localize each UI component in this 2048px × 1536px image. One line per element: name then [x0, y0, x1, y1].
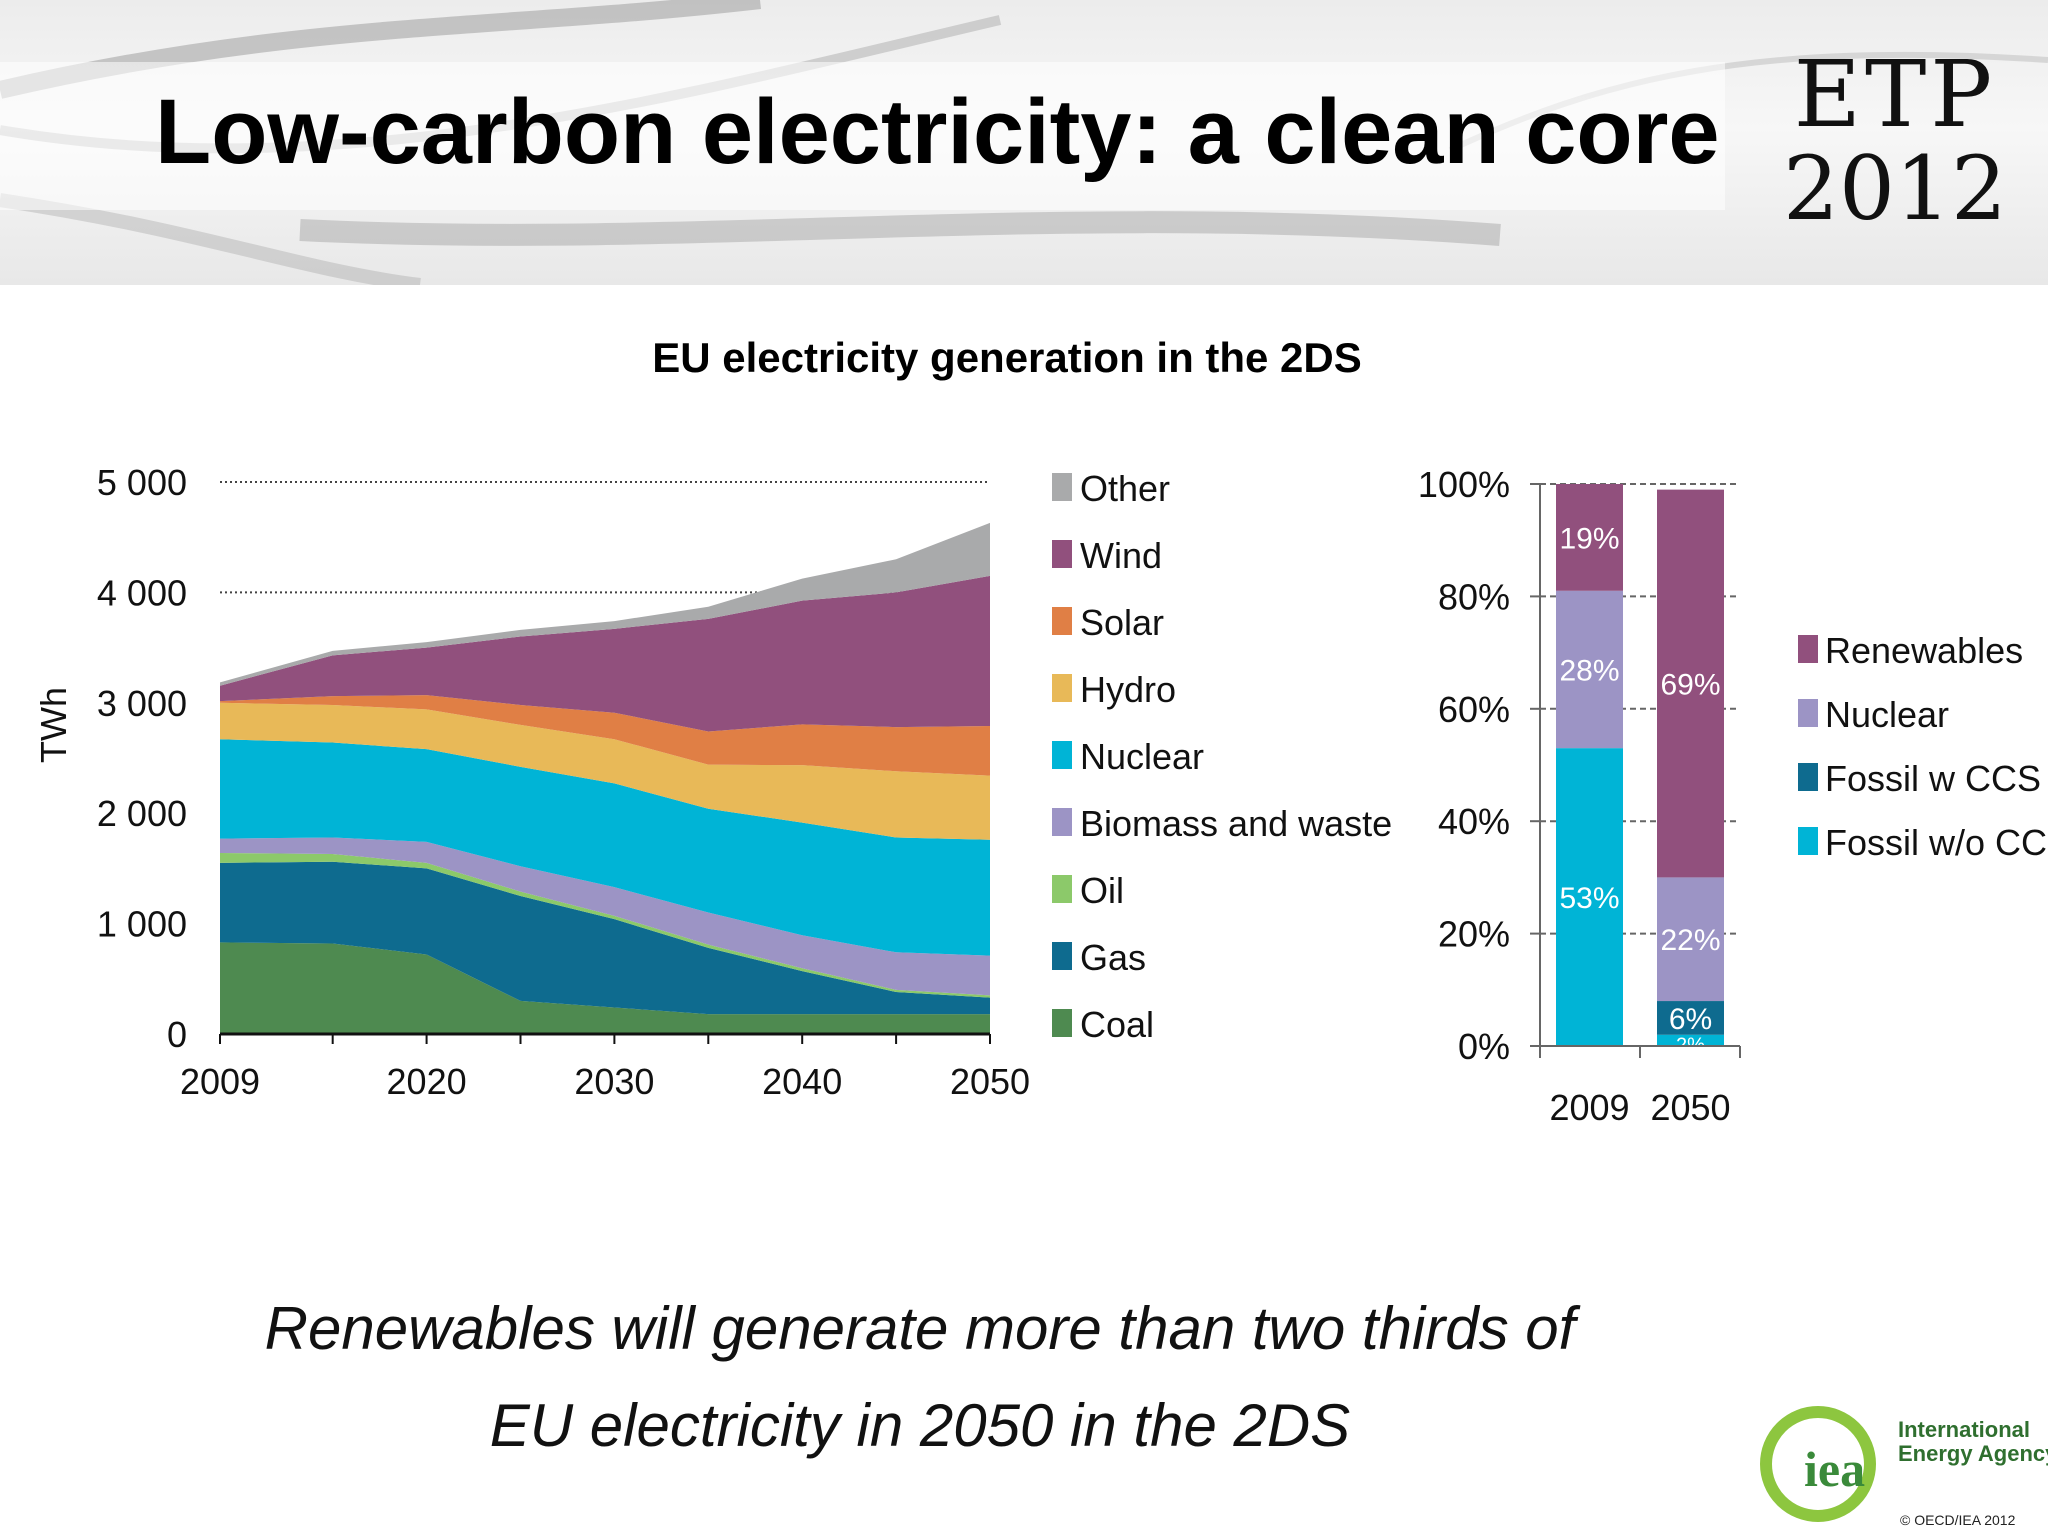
iea-logo: iea International Energy Agency [1760, 1406, 2048, 1522]
legend-swatch-solar [1052, 607, 1072, 635]
data-label: 19% [1559, 522, 1619, 555]
bar-segment-nuclear [1657, 877, 1724, 1002]
legend-swatch-gas [1052, 942, 1072, 970]
area-wind [220, 575, 990, 732]
data-label: 6% [1669, 1003, 1712, 1036]
legend-label-fossil-w-o-ccs: Fossil w/o CCS [1825, 822, 2048, 863]
legend-swatch-nuclear [1052, 741, 1072, 769]
legend-label-solar: Solar [1080, 602, 1164, 643]
legend-label-oil: Oil [1080, 870, 1124, 911]
legend-swatch-fossil-w-ccs [1798, 763, 1818, 791]
iea-mark: iea [1804, 1441, 1865, 1497]
bar-segment-renewables [1657, 489, 1724, 878]
bar-segment-fossil-w-ccs [1657, 1001, 1724, 1035]
bar-segment-renewables [1556, 484, 1623, 591]
copyright-notice: © OECD/IEA 2012 [1900, 1512, 2016, 1528]
y-axis-label: TWh [33, 687, 74, 763]
y-tick-label: 100% [1418, 464, 1510, 505]
caption-line-1: Renewables will generate more than two t… [264, 1295, 1576, 1362]
slide-caption: Renewables will generate more than two t… [0, 1280, 1840, 1474]
data-label: 69% [1660, 669, 1720, 702]
x-tick-label: 2009 [180, 1061, 260, 1102]
legend-swatch-fossil-w-o-ccs [1798, 827, 1818, 855]
y-tick-label: 80% [1438, 576, 1510, 617]
logo-line-etp: ETP [1793, 41, 1997, 148]
area-other [220, 522, 990, 686]
charts-canvas: 2009 2020 2030 2040 2050 0 1 000 2 000 3 000 4 00… [33, 462, 2048, 1128]
chart-heading: EU electricity generation in the 2DS [652, 334, 1362, 381]
x-tick-label: 2030 [574, 1061, 654, 1102]
legend-label-nuclear: Nuclear [1825, 694, 1949, 735]
logo-line-year: 2012 [1783, 137, 2007, 240]
iea-name-line-1: International [1898, 1417, 2030, 1442]
y-tick-label: 60% [1438, 689, 1510, 730]
bar-segment-fossil-w-o-ccs [1657, 1034, 1724, 1046]
x-tick-label: 2020 [387, 1061, 467, 1102]
caption-line-2: EU electricity in 2050 in the 2DS [489, 1392, 1351, 1459]
y-tick-label: 20% [1438, 914, 1510, 955]
stacked-bar-chart: 0%20%40%60%80%100%53%28%19%20092%6%22%69… [1418, 464, 2048, 1128]
iea-name-line-2: Energy Agency [1898, 1441, 2048, 1466]
bar-segment-fossil-w-o-ccs [1556, 748, 1623, 1046]
legend-label-other: Other [1080, 468, 1170, 509]
legend-label-hydro: Hydro [1080, 669, 1176, 710]
y-tick-label: 0 [167, 1014, 187, 1055]
y-tick-label: 5 000 [97, 462, 187, 503]
slide-title: Low-carbon electricity: a clean core [155, 81, 1720, 183]
area-coal [220, 942, 990, 1034]
legend-label-coal: Coal [1080, 1004, 1154, 1045]
x-tick-label: 2050 [950, 1061, 1030, 1102]
legend-label-gas: Gas [1080, 937, 1146, 978]
legend-swatch-oil [1052, 875, 1072, 903]
area-nuclear [220, 739, 990, 956]
data-label: 28% [1559, 654, 1619, 687]
legend-swatch-renewables [1798, 635, 1818, 663]
legend-label-biomass-and-waste: Biomass and waste [1080, 803, 1392, 844]
bar-segment-nuclear [1556, 590, 1623, 749]
legend-label-nuclear: Nuclear [1080, 736, 1204, 777]
x-tick-label: 2050 [1650, 1087, 1730, 1128]
x-tick-label: 2040 [762, 1061, 842, 1102]
area-biomass-and-waste [220, 837, 990, 996]
y-tick-label: 0% [1458, 1026, 1510, 1067]
y-tick-label: 2 000 [97, 793, 187, 834]
legend-label-renewables: Renewables [1825, 630, 2023, 671]
legend-swatch-biomass-and-waste [1052, 808, 1072, 836]
slide-title-box: Low-carbon electricity: a clean core [0, 62, 1725, 210]
legend-swatch-nuclear [1798, 699, 1818, 727]
legend-swatch-other [1052, 473, 1072, 501]
header-banner: Low-carbon electricity: a clean core ETP… [0, 0, 2048, 285]
area-chart: 2009 2020 2030 2040 2050 0 1 000 2 000 3 000 4 00… [33, 462, 1392, 1102]
y-tick-label: 4 000 [97, 572, 187, 613]
area-gas [220, 861, 990, 1015]
data-label: 22% [1660, 924, 1720, 957]
area-solar [220, 695, 990, 776]
y-tick-label: 40% [1438, 801, 1510, 842]
legend-swatch-coal [1052, 1009, 1072, 1037]
etp-2012-logo: ETP 2012 [1780, 48, 2010, 236]
y-tick-label: 1 000 [97, 904, 187, 945]
data-label: 53% [1559, 882, 1619, 915]
legend-label-fossil-w-ccs: Fossil w CCS [1825, 758, 2041, 799]
x-tick-label: 2009 [1549, 1087, 1629, 1128]
legend-swatch-wind [1052, 540, 1072, 568]
iea-ring-icon [1760, 1406, 1876, 1522]
area-hydro [220, 702, 990, 840]
y-tick-label: 3 000 [97, 683, 187, 724]
legend-swatch-hydro [1052, 674, 1072, 702]
legend-label-wind: Wind [1080, 535, 1162, 576]
